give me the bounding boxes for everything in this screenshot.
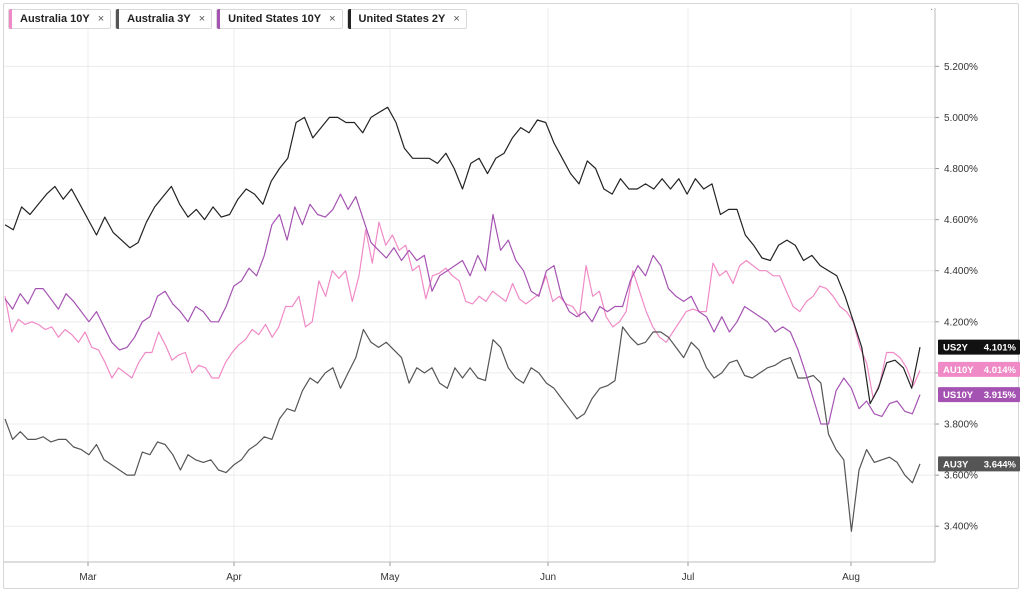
remove-series-icon[interactable]: × xyxy=(453,13,460,25)
legend-chip-united-states-10y[interactable]: United States 10Y × xyxy=(216,9,343,29)
badge-au3y xyxy=(938,456,1020,472)
chart-panel xyxy=(3,3,1019,589)
x-tick-label: Mar xyxy=(79,572,97,583)
series-line-us2y[interactable] xyxy=(4,106,921,405)
badge-value: 3.644% xyxy=(984,459,1017,470)
last-value-badges: US2Y 4.101% AU10Y 4.014% US10Y 3.915% AU3Y 3.64… xyxy=(938,339,1020,472)
y-tick-label: 3.400% xyxy=(944,522,978,533)
legend-chip-australia-3y[interactable]: Australia 3Y × xyxy=(115,9,213,29)
badge-ticker: AU3Y xyxy=(943,459,969,470)
badge-ticker: AU10Y xyxy=(943,365,974,376)
legend-chip-united-states-2y[interactable]: United States 2Y × xyxy=(346,9,467,29)
series-line-au3y[interactable] xyxy=(4,326,921,532)
legend-label: United States 2Y xyxy=(358,13,446,25)
y-tick-label: 4.800% xyxy=(944,164,978,175)
x-tick-label: Apr xyxy=(226,572,242,583)
remove-series-icon[interactable]: × xyxy=(97,13,105,25)
legend-chip-australia-10y[interactable]: Australia 10Y × xyxy=(8,9,112,29)
y-tick-label: 3.600% xyxy=(944,471,978,482)
series-line-au10y[interactable] xyxy=(4,221,921,400)
legend-swatch xyxy=(116,9,120,29)
legend-label: Australia 10Y xyxy=(20,13,90,25)
legend-label: Australia 3Y xyxy=(127,13,191,25)
series-lines xyxy=(4,106,921,532)
y-tick-label: 4.200% xyxy=(944,317,978,328)
legend-swatch xyxy=(217,9,221,29)
x-tick-label: Aug xyxy=(842,572,860,583)
badge-ticker: US2Y xyxy=(943,343,968,354)
remove-series-icon[interactable]: × xyxy=(329,13,336,25)
y-tick-label: 4.400% xyxy=(944,266,978,277)
legend-label: United States 10Y xyxy=(228,13,322,25)
y-tick-label: 5.000% xyxy=(944,113,978,124)
remove-series-icon[interactable]: × xyxy=(198,13,206,25)
legend-swatch xyxy=(9,9,12,29)
axes: · 3.400%3.600%3.800%4.000%4.200%4.400%4.… xyxy=(4,4,978,583)
badge-us10y xyxy=(938,387,1020,403)
badge-ticker: US10Y xyxy=(943,390,974,401)
series-line-us10y[interactable] xyxy=(4,193,921,425)
legend: Australia 10Y × Australia 3Y × United St… xyxy=(8,9,467,29)
y-tick-label: 3.800% xyxy=(944,420,978,431)
legend-swatch xyxy=(347,9,351,29)
corner-mark: · xyxy=(930,4,933,15)
x-tick-label: Jul xyxy=(682,572,695,583)
badge-au10y xyxy=(938,361,1020,377)
badge-value: 4.101% xyxy=(984,343,1017,354)
badge-value: 4.014% xyxy=(984,365,1017,376)
x-tick-label: May xyxy=(381,572,400,583)
badge-value: 3.915% xyxy=(984,390,1017,401)
grid xyxy=(4,8,935,562)
x-tick-label: Jun xyxy=(540,572,556,583)
badge-us2y xyxy=(938,339,1020,355)
y-tick-label: 4.600% xyxy=(944,215,978,226)
y-tick-label: 5.200% xyxy=(944,62,978,73)
